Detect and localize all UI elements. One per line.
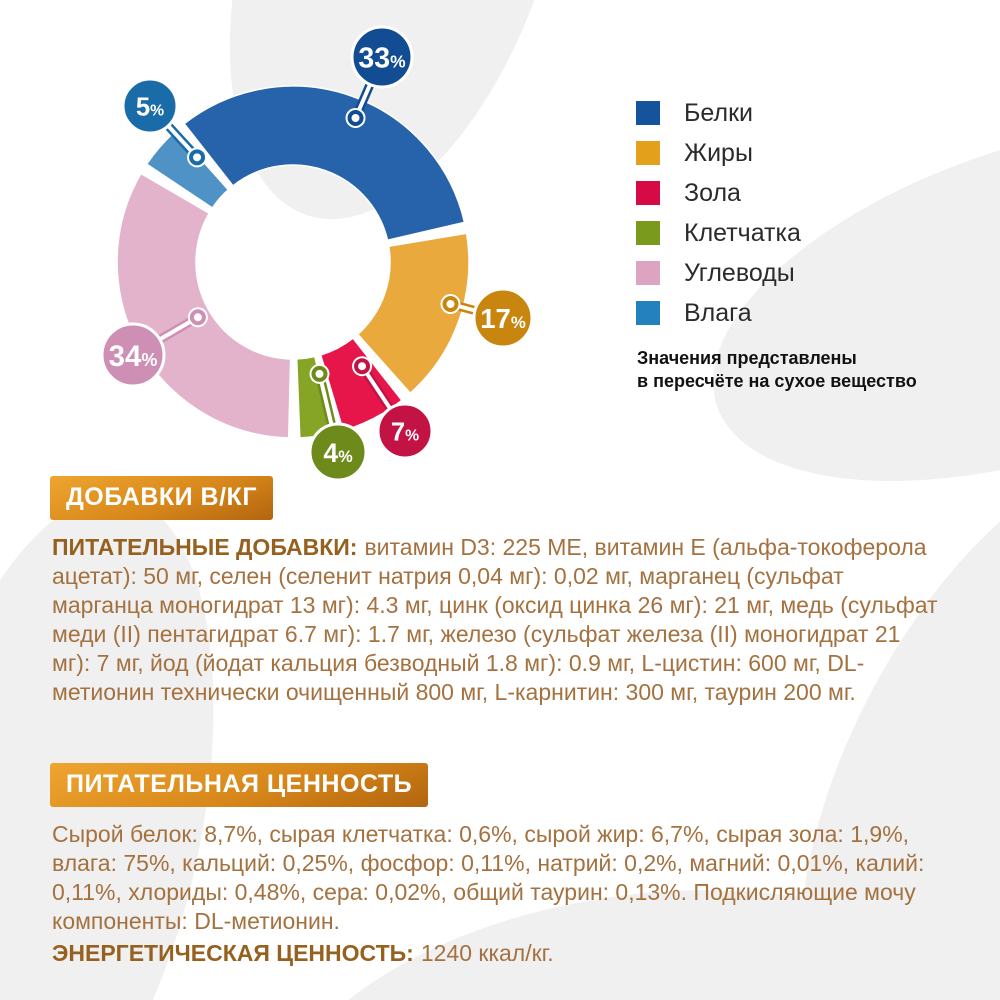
legend-label: Белки (684, 98, 753, 127)
callout-anchor-dot (442, 295, 459, 312)
callout-anchor-dot (189, 149, 206, 166)
nutrition-text: Сырой белок: 8,7%, сырая клетчатка: 0,6%… (52, 821, 925, 934)
legend-label: Зола (684, 178, 741, 207)
legend-note: Значения представлены в пересчёте на сух… (637, 348, 917, 391)
legend-item: Жиры (636, 138, 801, 167)
donut-slice-Жиры (356, 232, 470, 394)
callout-bubble-Клетчатка (308, 422, 368, 482)
chart-legend: Белки Жиры Зола Клетчатка Углеводы Влага (636, 98, 801, 341)
legend-swatch-fiber (636, 221, 660, 245)
donut-chart-svg: 33% 17% 7% 4% 34% 5% (100, 25, 534, 482)
additives-text: витамин D3: 225 МЕ, витамин Е (альфа-ток… (52, 534, 938, 705)
legend-label: Жиры (684, 138, 753, 167)
slice-value-label: 17% (480, 303, 526, 334)
callout-bubble-Зола (376, 402, 434, 460)
additives-section: ДОБАВКИ В/КГ ПИТАТЕЛЬНЫЕ ДОБАВКИ: витамин… (50, 476, 938, 707)
callout-bubble-Белки (350, 25, 414, 89)
legend-item: Углеводы (636, 258, 801, 287)
legend-swatch-carbs (636, 261, 660, 285)
legend-item: Зола (636, 178, 801, 207)
legend-item: Белки (636, 98, 801, 127)
legend-item: Влага (636, 298, 801, 327)
callout-anchor-dot (189, 309, 206, 326)
energy-value: 1240 ккал/кг. (420, 939, 554, 966)
additives-paragraph: ПИТАТЕЛЬНЫЕ ДОБАВКИ: витамин D3: 225 МЕ, … (52, 533, 938, 707)
legend-swatch-proteins (636, 101, 660, 125)
legend-swatch-ash (636, 181, 660, 205)
legend-label: Клетчатка (684, 218, 801, 247)
donut-slice-Углеводы (116, 172, 292, 439)
legend-label: Влага (684, 298, 752, 327)
donut-slice-Белки (183, 85, 466, 241)
slice-value-label: 7% (391, 418, 419, 446)
nutrition-section: ПИТАТЕЛЬНАЯ ЦЕННОСТЬ Сырой белок: 8,7%, … (50, 763, 938, 968)
callout-anchor-dot (347, 109, 364, 126)
composition-donut-chart: 33% 17% 7% 4% 34% 5% (0, 0, 580, 505)
callout-anchor-dot (311, 365, 328, 382)
additives-lead-label: ПИТАТЕЛЬНЫЕ ДОБАВКИ: (52, 534, 358, 560)
slice-value-label: 5% (136, 93, 164, 121)
additives-heading-badge: ДОБАВКИ В/КГ (50, 476, 273, 520)
legend-swatch-fats (636, 141, 660, 165)
legend-swatch-moisture (636, 301, 660, 325)
legend-label: Углеводы (684, 258, 795, 287)
energy-lead-label: ЭНЕРГЕТИЧЕСКАЯ ЦЕННОСТЬ: (52, 939, 414, 966)
slice-value-label: 33% (358, 43, 405, 75)
callout-anchor-dot (354, 358, 371, 375)
nutrition-heading-badge: ПИТАТЕЛЬНАЯ ЦЕННОСТЬ (50, 763, 429, 807)
legend-item: Клетчатка (636, 218, 801, 247)
callout-bubble-Жиры (472, 287, 534, 349)
slice-value-label: 34% (109, 340, 158, 373)
nutrition-paragraph: Сырой белок: 8,7%, сырая клетчатка: 0,6%… (52, 820, 938, 936)
slice-value-label: 4% (323, 438, 352, 468)
energy-line: ЭНЕРГЕТИЧЕСКАЯ ЦЕННОСТЬ: 1240 ккал/кг. (52, 939, 938, 968)
callout-bubble-Влага (121, 77, 179, 135)
callout-bubble-Углеводы (100, 322, 166, 388)
